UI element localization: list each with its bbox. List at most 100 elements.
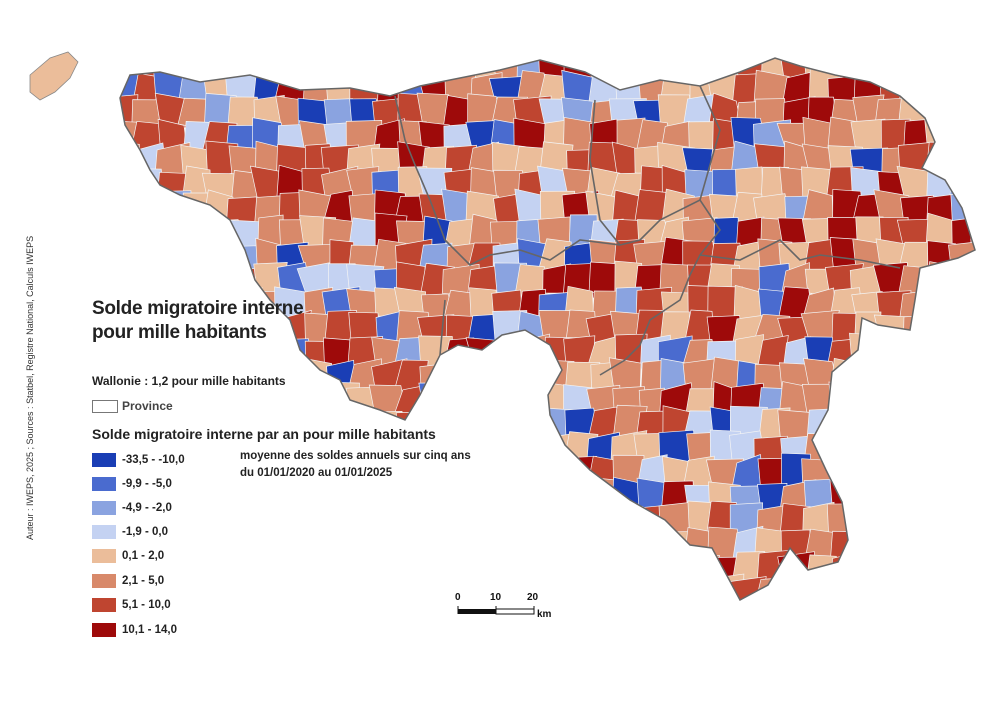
commune-area <box>396 581 433 600</box>
commune-area <box>950 190 975 224</box>
title-line-1: Solde migratoire interne <box>92 298 304 319</box>
commune-area <box>638 58 669 80</box>
commune-area <box>298 577 333 600</box>
scale-tick-0: 0 <box>455 592 461 603</box>
commune-area <box>178 219 213 249</box>
commune-area <box>875 58 911 83</box>
commune-area <box>207 479 237 511</box>
legend-item: -9,9 - -5,0 <box>92 477 172 491</box>
commune-area <box>902 461 930 492</box>
commune-area <box>588 261 620 294</box>
commune-area <box>969 264 975 299</box>
commune-area <box>806 597 839 600</box>
commune-area <box>185 265 214 299</box>
commune-area <box>374 478 405 511</box>
commune-area <box>849 332 885 369</box>
commune-area <box>422 573 457 600</box>
commune-area <box>251 58 284 78</box>
commune-area <box>950 480 975 513</box>
commune-area <box>926 431 954 467</box>
credit-text: Auteur : IWEPS, 2025 ; Sources : Statbel… <box>25 235 35 540</box>
commune-area <box>952 429 975 468</box>
commune-area <box>972 581 975 600</box>
legend-swatch <box>92 598 116 612</box>
legend-swatch <box>92 501 116 515</box>
legend-subtitle-line-2: du 01/01/2020 au 01/01/2025 <box>240 467 393 479</box>
commune-area <box>226 479 260 516</box>
legend-label: -1,9 - 0,0 <box>122 526 169 538</box>
commune-area <box>120 262 139 300</box>
commune-area <box>442 360 480 395</box>
commune-area <box>132 241 167 270</box>
commune-area <box>490 429 525 468</box>
commune-area <box>945 407 975 438</box>
commune-area <box>272 58 307 83</box>
commune-area <box>491 507 528 538</box>
commune-area <box>347 58 385 81</box>
commune-area <box>469 458 504 491</box>
commune-area <box>683 555 720 586</box>
commune-area <box>896 502 933 538</box>
commune-area <box>182 599 215 600</box>
legend-item: 10,1 - 14,0 <box>92 623 177 637</box>
commune-area <box>852 360 884 395</box>
commune-area <box>250 481 287 516</box>
legend-item: 2,1 - 5,0 <box>92 574 164 588</box>
commune-area <box>972 481 975 513</box>
legend-item: -1,9 - 0,0 <box>92 525 168 539</box>
legend-label: 10,1 - 14,0 <box>122 624 177 636</box>
commune-area <box>228 604 261 634</box>
commune-area <box>444 482 476 516</box>
legend-subtitle: moyenne des soldes annuels sur cinq ans … <box>240 448 471 482</box>
commune-area <box>255 507 289 538</box>
commune-area <box>683 601 719 635</box>
commune-area <box>322 481 359 511</box>
commune-area <box>469 360 503 392</box>
commune-area <box>970 454 975 492</box>
commune-area <box>490 381 523 417</box>
commune-area <box>206 237 241 276</box>
commune-area <box>468 384 501 419</box>
commune-area <box>899 574 935 600</box>
commune-area <box>825 429 863 467</box>
commune-area <box>299 553 333 588</box>
commune-area <box>248 550 285 589</box>
commune-area <box>899 289 935 318</box>
commune-area <box>974 58 975 81</box>
commune-area <box>878 433 910 467</box>
commune-area <box>560 484 599 513</box>
commune-area <box>853 605 883 631</box>
enclave-commune <box>29 51 79 101</box>
commune-area <box>804 575 838 600</box>
commune-area <box>850 478 887 516</box>
legend-swatch <box>92 525 116 539</box>
commune-area <box>178 485 215 517</box>
commune-area <box>972 287 975 325</box>
commune-area <box>612 602 645 636</box>
commune-area <box>517 357 551 393</box>
commune-area <box>155 239 193 272</box>
commune-area <box>128 216 168 253</box>
commune-area <box>225 383 263 419</box>
commune-area <box>853 507 888 538</box>
commune-area <box>585 597 622 600</box>
commune-area <box>705 599 743 600</box>
commune-area <box>657 603 695 632</box>
commune-area <box>466 406 501 443</box>
commune-area <box>393 58 428 80</box>
commune-area <box>947 95 975 130</box>
commune-area <box>924 501 960 540</box>
legend-item: -33,5 - -10,0 <box>92 453 185 467</box>
commune-area <box>512 408 552 442</box>
commune-area <box>253 605 287 633</box>
commune-area <box>610 550 646 585</box>
commune-area <box>636 554 670 584</box>
commune-area <box>734 601 767 636</box>
commune-area <box>682 576 718 600</box>
commune-area <box>781 577 813 600</box>
commune-area <box>466 505 501 539</box>
commune-area <box>611 572 644 600</box>
commune-area <box>951 336 975 369</box>
commune-area <box>633 577 672 600</box>
